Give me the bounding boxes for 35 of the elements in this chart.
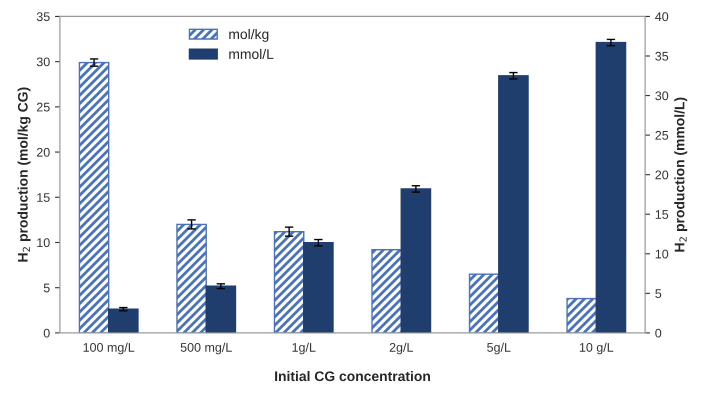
legend-label: mmol/L: [229, 48, 274, 60]
y2-tick-label: 0: [655, 328, 662, 338]
x-tick-label: 500 mg/L: [180, 342, 232, 354]
y-tick-label: 30: [36, 57, 50, 66]
y-tick-label: 10: [37, 238, 50, 248]
y2-tick-label: 25: [655, 130, 668, 140]
bar: [566, 298, 598, 333]
x-tick-label: 2g/L: [390, 342, 414, 354]
y2-tick-label: 15: [656, 210, 668, 219]
y2-tick-label: 5: [655, 289, 662, 298]
y-tick-label: 0: [44, 328, 50, 338]
x-tick-label: 1g/L: [292, 342, 316, 354]
bar: [108, 308, 139, 333]
y-tick-label: 20: [36, 148, 50, 157]
y-tick-label: 15: [37, 193, 50, 202]
x-tick-label: 10 g/L: [580, 342, 614, 354]
bar: [78, 62, 110, 333]
y-tick-label: 35: [36, 12, 50, 22]
y2-tick-label: 35: [655, 52, 668, 61]
x-axis-title: Initial CG concentration: [275, 370, 430, 382]
x-tick-label: 100 mg/L: [84, 342, 134, 354]
y2-tick-label: 30: [655, 91, 668, 100]
bar: [596, 42, 626, 333]
x-tick-label: 5g/L: [487, 342, 511, 354]
y2-tick-label: 20: [655, 170, 668, 180]
y-axis-title: H$_{2}$ production (mol/kg CG): [18, 88, 31, 262]
legend-label: mol/kg: [229, 28, 268, 42]
bar: [498, 75, 529, 333]
bar: [468, 273, 500, 333]
y2-tick-label: 40: [655, 12, 668, 22]
bar: [176, 224, 207, 333]
y-tick-label: 25: [36, 102, 50, 112]
y-tick-label: 5: [44, 284, 50, 292]
y2-axis-title: H$_{2}$ production (mmol/L): [674, 98, 688, 252]
y2-tick-label: 10: [656, 250, 668, 258]
